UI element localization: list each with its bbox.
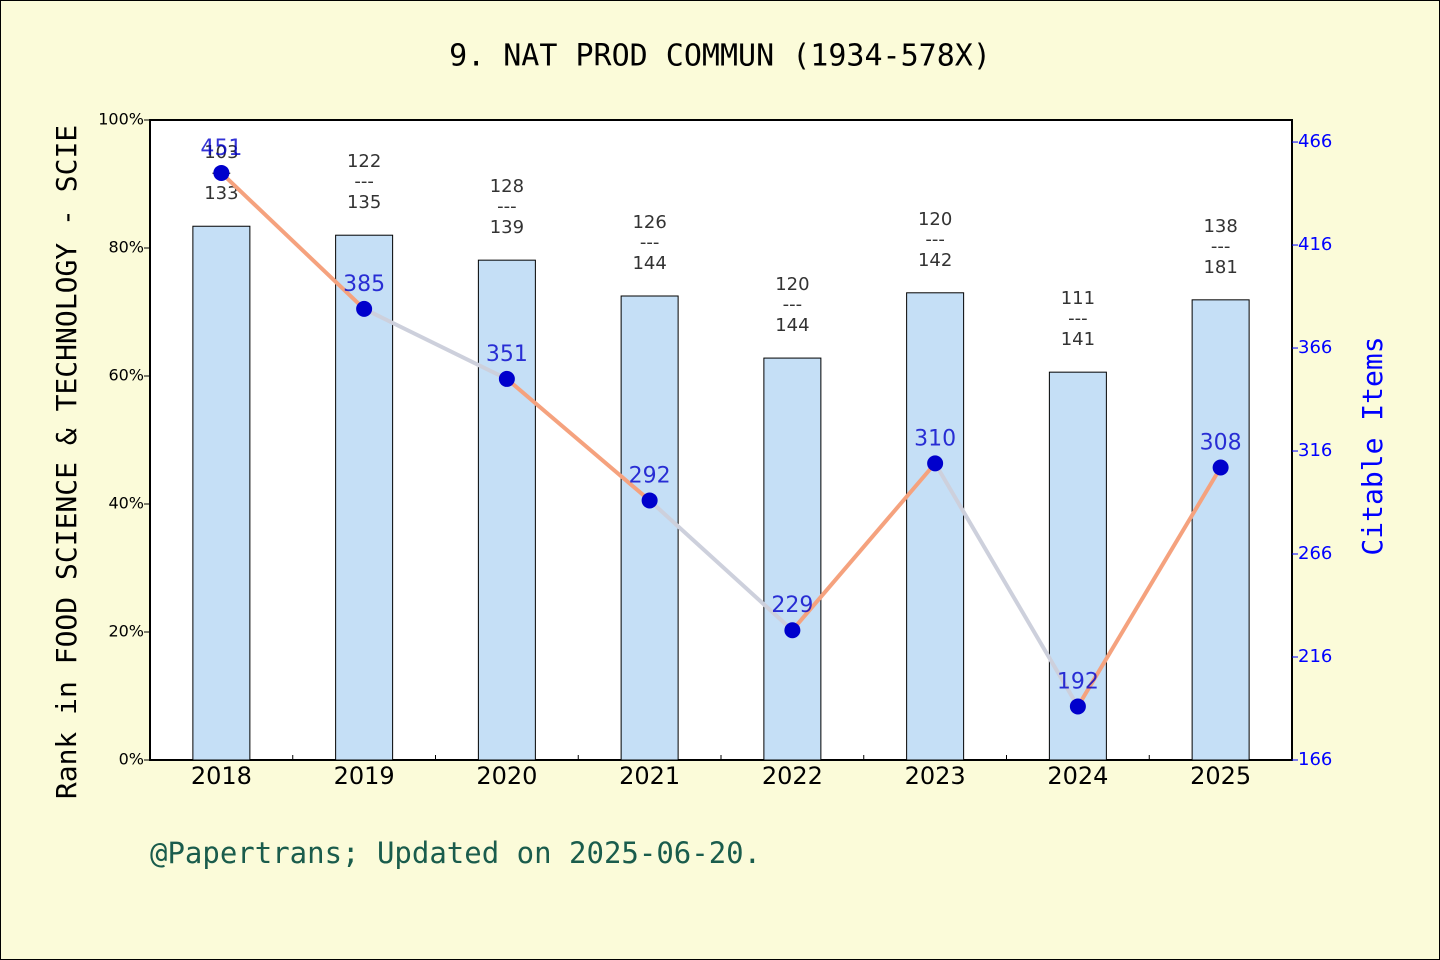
line-segment — [648, 498, 794, 632]
point-label: 385 — [343, 272, 385, 297]
total-label: 135 — [347, 192, 381, 213]
rank-label: 122 — [347, 151, 381, 172]
y-tick-label: 80% — [108, 238, 144, 257]
line-point — [1069, 698, 1086, 715]
point-label: 292 — [629, 463, 671, 488]
line-segment — [505, 377, 651, 502]
point-label: 351 — [486, 342, 528, 367]
total-label: 144 — [632, 253, 666, 274]
bar — [477, 259, 536, 761]
y2-tick-label: 416 — [1298, 234, 1332, 255]
total-label: 142 — [918, 250, 952, 271]
y2-tick-label: 366 — [1298, 337, 1332, 358]
bar — [1191, 299, 1250, 761]
y2-tick-label: 166 — [1298, 749, 1332, 770]
x-tick-label: 2025 — [1190, 762, 1251, 790]
rank-label: 120 — [918, 209, 952, 230]
line-segment — [933, 462, 1080, 708]
y-tick-label: 60% — [108, 366, 144, 385]
x-tick-label: 2021 — [619, 762, 680, 790]
x-tick-label: 2019 — [334, 762, 395, 790]
point-label: 308 — [1200, 430, 1242, 455]
rank-separator: --- — [640, 232, 660, 253]
rank-separator: --- — [783, 294, 803, 315]
line-point — [213, 164, 230, 181]
y-axis-title: Rank in FOOD SCIENCE & TECHNOLOGY - SCIE — [50, 125, 83, 799]
line-segment — [363, 307, 508, 381]
y2-tick-label: 316 — [1298, 440, 1332, 461]
x-tick-label: 2018 — [191, 762, 252, 790]
total-label: 141 — [1061, 329, 1095, 350]
y2-tick-label: 266 — [1298, 543, 1332, 564]
y-tick-label: 20% — [108, 622, 144, 641]
bar — [763, 357, 822, 761]
bar — [906, 292, 965, 761]
chart-title: 9. NAT PROD COMMUN (1934-578X) — [449, 39, 991, 74]
total-label: 133 — [204, 183, 238, 204]
rank-label: 128 — [490, 176, 524, 197]
rank-label: 126 — [632, 212, 666, 233]
rank-label: 111 — [1061, 288, 1095, 309]
footer: @Papertrans; Updated on 2025-06-20. — [150, 836, 761, 870]
line-segment — [219, 171, 366, 311]
line-segment — [1076, 466, 1223, 708]
total-label: 181 — [1203, 257, 1237, 278]
x-tick-label: 2022 — [762, 762, 823, 790]
bar — [1048, 371, 1107, 761]
plot-area — [149, 119, 1293, 761]
point-label: 192 — [1057, 669, 1099, 694]
line-point — [784, 622, 801, 639]
y-tick-label: 100% — [98, 110, 144, 129]
point-label: 229 — [771, 593, 813, 618]
line-point — [641, 492, 658, 509]
rank-separator: --- — [925, 229, 945, 250]
point-label: 451 — [200, 136, 242, 161]
rank-label: 120 — [775, 274, 809, 295]
y2-tick-label: 216 — [1298, 646, 1332, 667]
line-segment — [790, 462, 937, 632]
line-point — [498, 370, 515, 387]
total-label: 139 — [490, 217, 524, 238]
x-tick-label: 2023 — [905, 762, 966, 790]
y2-axis-title: Citable Items — [1356, 336, 1389, 555]
rank-separator: --- — [497, 196, 517, 217]
bar — [620, 295, 679, 761]
line-point — [1212, 459, 1229, 476]
bar — [192, 225, 251, 761]
rank-separator: --- — [1068, 308, 1088, 329]
bar — [335, 234, 394, 761]
rank-separator: --- — [1211, 236, 1231, 257]
line-point — [927, 455, 944, 472]
rank-label: 138 — [1203, 216, 1237, 237]
line-point — [356, 300, 373, 317]
y-tick-label: 0% — [119, 750, 144, 769]
point-label: 310 — [914, 426, 956, 451]
rank-label: 103 — [204, 142, 238, 163]
x-tick-label: 2020 — [476, 762, 537, 790]
total-label: 144 — [775, 315, 809, 336]
rank-separator: --- — [354, 171, 374, 192]
x-tick-label: 2024 — [1047, 762, 1108, 790]
y2-tick-label: 466 — [1298, 131, 1332, 152]
y-tick-label: 40% — [108, 494, 144, 513]
